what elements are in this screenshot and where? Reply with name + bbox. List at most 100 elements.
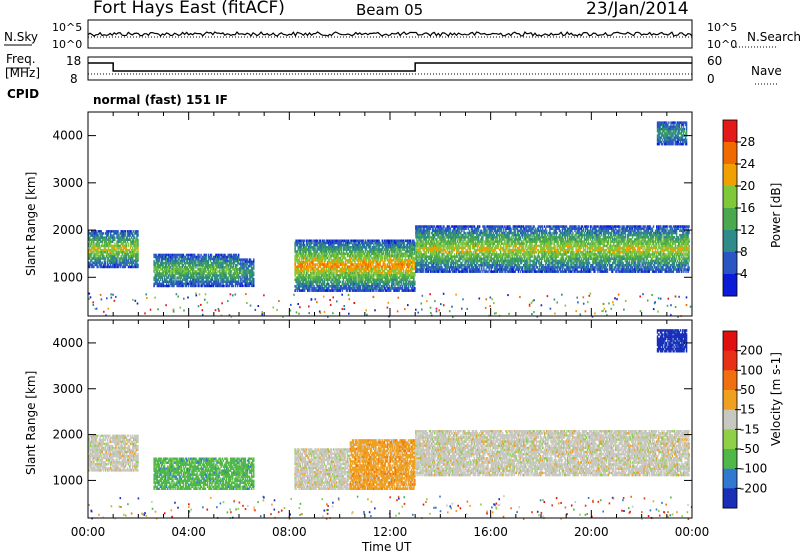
power-echo-cell bbox=[411, 250, 413, 253]
power-echo-cell bbox=[301, 261, 304, 264]
power-echo-cell bbox=[204, 274, 206, 277]
power-echo-cell bbox=[362, 282, 365, 286]
power-echo-cell bbox=[424, 242, 426, 245]
power-echo-cell bbox=[394, 285, 396, 288]
power-echo-cell bbox=[357, 289, 359, 292]
power-echo-cell bbox=[400, 254, 402, 258]
power-echo-cell bbox=[406, 261, 409, 264]
power-echo-cell bbox=[350, 263, 352, 266]
power-echo-cell bbox=[211, 257, 214, 261]
power-echo-cell bbox=[110, 261, 112, 264]
power-echo-cell bbox=[212, 284, 215, 288]
power-echo-cell bbox=[176, 268, 178, 271]
power-echo-cell bbox=[305, 274, 308, 277]
power-echo-cell bbox=[343, 285, 346, 288]
power-echo-cell bbox=[425, 261, 427, 265]
power-echo-cell bbox=[420, 251, 422, 254]
power-echo-cell bbox=[455, 255, 457, 258]
power-echo-cell bbox=[375, 285, 377, 288]
power-echo-cell bbox=[203, 272, 205, 275]
power-echo-cell bbox=[354, 272, 356, 275]
power-echo-cell bbox=[332, 259, 334, 262]
power-echo-cell bbox=[438, 261, 440, 265]
power-echo-cell bbox=[341, 256, 344, 260]
power-echo-cell bbox=[376, 265, 378, 269]
power-echo-cell bbox=[304, 256, 307, 260]
power-echo-cell bbox=[353, 239, 355, 243]
power-echo-cell bbox=[357, 274, 359, 277]
power-echo-cell bbox=[401, 261, 403, 264]
power-echo-cell bbox=[398, 248, 400, 251]
power-echo-cell bbox=[359, 256, 361, 260]
power-echo-cell bbox=[402, 278, 405, 282]
power-echo-cell bbox=[332, 276, 334, 279]
power-echo-cell bbox=[397, 239, 399, 243]
power-echo-cell bbox=[357, 252, 359, 256]
power-echo-cell bbox=[353, 241, 355, 245]
power-echo-cell bbox=[312, 252, 314, 256]
power-echo-cell bbox=[218, 257, 220, 261]
power-echo-cell bbox=[179, 261, 181, 265]
power-echo-cell bbox=[398, 256, 400, 260]
power-echo-cell bbox=[176, 255, 178, 259]
power-echo-cell bbox=[374, 272, 376, 275]
power-echo-cell bbox=[219, 264, 221, 267]
power-echo-cell bbox=[316, 243, 318, 247]
power-echo-cell bbox=[418, 253, 420, 256]
power-echo-cell bbox=[439, 259, 441, 263]
power-echo-cell bbox=[214, 261, 216, 265]
power-echo-cell bbox=[320, 252, 323, 256]
power-echo-cell bbox=[361, 263, 364, 266]
power-echo-cell bbox=[383, 241, 386, 245]
power-echo-cell bbox=[179, 282, 181, 286]
power-echo-cell bbox=[295, 267, 297, 271]
power-echo-cell bbox=[455, 240, 457, 243]
power-echo-cell bbox=[350, 280, 352, 284]
power-echo-cell bbox=[437, 236, 439, 239]
power-echo-cell bbox=[168, 284, 170, 288]
power-echo-cell bbox=[304, 285, 307, 288]
power-echo-cell bbox=[174, 257, 176, 261]
power-echo-cell bbox=[386, 241, 389, 245]
power-echo-cell bbox=[379, 269, 381, 273]
power-echo-cell bbox=[159, 268, 162, 271]
power-echo-cell bbox=[359, 259, 361, 262]
power-echo-cell bbox=[337, 246, 339, 249]
power-echo-cell bbox=[380, 289, 382, 292]
power-echo-cell bbox=[309, 261, 311, 264]
power-echo-cell bbox=[375, 282, 377, 286]
power-echo-cell bbox=[127, 234, 130, 237]
power-echo-cell bbox=[175, 268, 177, 271]
power-echo-cell bbox=[387, 239, 390, 243]
power-echo-cell bbox=[409, 289, 412, 292]
power-echo-cell bbox=[226, 278, 228, 281]
power-echo-cell bbox=[201, 257, 203, 261]
power-echo-cell bbox=[216, 272, 218, 275]
power-echo-cell bbox=[163, 276, 166, 279]
power-echo-cell bbox=[198, 255, 200, 259]
power-echo-cell bbox=[318, 278, 320, 282]
power-echo-cell bbox=[443, 225, 445, 228]
power-echo-cell bbox=[300, 252, 303, 256]
power-echo-cell bbox=[334, 246, 336, 249]
power-echo-cell bbox=[196, 276, 198, 279]
power-echo-cell bbox=[429, 246, 432, 250]
power-echo-cell bbox=[225, 280, 227, 283]
power-echo-cell bbox=[180, 282, 182, 286]
freq-label-2: [MHz] bbox=[5, 66, 41, 80]
power-echo-cell bbox=[430, 264, 433, 267]
power-echo-cell bbox=[398, 276, 400, 279]
power-echo-cell bbox=[408, 289, 411, 292]
power-echo-cell bbox=[396, 252, 398, 256]
power-echo-cell bbox=[201, 261, 203, 265]
power-echo-cell bbox=[421, 242, 423, 245]
power-echo-cell bbox=[326, 269, 329, 273]
power-echo-cell bbox=[192, 276, 194, 279]
power-echo-cell bbox=[94, 259, 96, 262]
power-echo-cell bbox=[93, 232, 95, 235]
power-echo-cell bbox=[202, 255, 204, 259]
power-echo-cell bbox=[408, 254, 411, 258]
power-echo-cell bbox=[443, 259, 445, 263]
power-echo-cell bbox=[443, 268, 445, 271]
power-echo-cell bbox=[398, 287, 400, 290]
